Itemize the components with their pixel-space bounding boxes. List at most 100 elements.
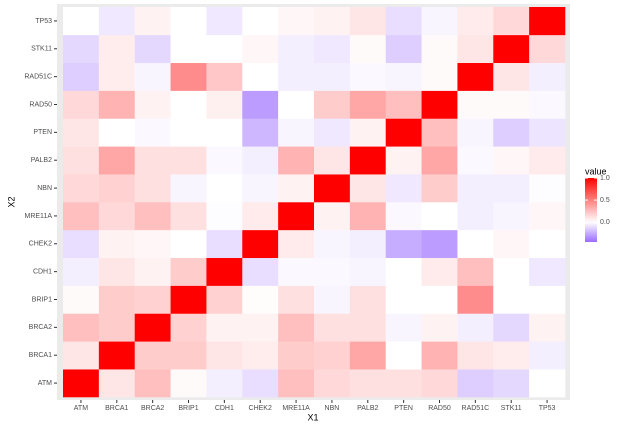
heatmap-cell — [134, 257, 171, 286]
heatmap-cell — [242, 34, 279, 64]
heatmap-cell — [278, 34, 315, 64]
heatmap-cell — [349, 62, 387, 91]
heatmap-cell — [385, 174, 422, 203]
heatmap-cell — [206, 62, 243, 91]
x-tick-label: RAD51C — [462, 405, 490, 412]
heatmap-cell — [170, 62, 207, 91]
heatmap-cell — [385, 229, 422, 259]
heatmap-cell — [314, 118, 351, 147]
x-tick-label: BRCA2 — [141, 405, 164, 412]
heatmap-cell — [421, 285, 458, 314]
heatmap-cell — [457, 202, 494, 231]
heatmap-cell — [134, 202, 171, 231]
heatmap-cell — [314, 174, 351, 203]
heatmap-cell — [457, 285, 494, 314]
heatmap-cell — [529, 341, 566, 370]
heatmap-cell — [134, 229, 171, 259]
heatmap-cell — [98, 341, 136, 370]
heatmap-cell — [493, 313, 530, 342]
heatmap-cell — [278, 369, 315, 398]
heatmap-cell — [493, 369, 530, 398]
heatmap-cell — [278, 257, 315, 286]
heatmap-cell — [278, 229, 315, 259]
heatmap-cell — [314, 229, 351, 259]
y-tick-label: RAD50 — [29, 101, 52, 108]
heatmap-cell — [529, 202, 566, 231]
y-tick-label: NBN — [37, 185, 52, 192]
heatmap-cell — [314, 313, 351, 342]
y-tick-label: BRCA2 — [29, 324, 52, 331]
y-tick-label: CHEK2 — [29, 241, 52, 248]
heatmap-cell — [493, 285, 530, 314]
heatmap-cell — [206, 341, 243, 370]
heatmap-cell — [314, 369, 351, 398]
heatmap-cell — [206, 146, 243, 175]
heatmap-cell — [242, 202, 279, 231]
heatmap-cell — [457, 313, 494, 342]
heatmap-cell — [170, 34, 207, 64]
heatmap-cell — [63, 369, 100, 398]
heatmap-cell — [457, 34, 494, 64]
heatmap-cell — [98, 146, 136, 175]
heatmap-cell — [493, 7, 530, 36]
heatmap-cell — [278, 146, 315, 175]
heatmap-cell — [206, 174, 243, 203]
heatmap-cell — [493, 90, 530, 119]
heatmap-cell — [170, 369, 207, 398]
heatmap-cell — [63, 174, 100, 203]
heatmap-cell — [529, 90, 566, 119]
heatmap-cell — [529, 118, 566, 147]
heatmap-cell — [349, 285, 387, 314]
y-tick-label: ATM — [38, 380, 52, 387]
heatmap-cell — [529, 62, 566, 91]
y-tick-label: CDH1 — [33, 268, 52, 275]
heatmap-cell — [349, 341, 387, 370]
x-tick-label: NBN — [325, 405, 340, 412]
heatmap-cell — [421, 146, 458, 175]
x-tick-label: PALB2 — [357, 405, 378, 412]
heatmap-cell — [349, 313, 387, 342]
heatmap-cell — [421, 174, 458, 203]
heatmap-cell — [242, 118, 279, 147]
heatmap-cell — [493, 257, 530, 286]
heatmap-cell — [421, 202, 458, 231]
heatmap-cell — [493, 202, 530, 231]
heatmap-cell — [457, 118, 494, 147]
heatmap-cell — [63, 202, 100, 231]
heatmap-cell — [314, 285, 351, 314]
heatmap-cell — [385, 62, 422, 91]
heatmap-cell — [170, 90, 207, 119]
heatmap-cell — [278, 202, 315, 231]
heatmap-cell — [529, 34, 566, 64]
y-axis-title: X2 — [6, 196, 16, 207]
heatmap-cell — [493, 118, 530, 147]
heatmap-cell — [170, 285, 207, 314]
x-tick-label: BRIP1 — [178, 405, 198, 412]
heatmap-cell — [170, 257, 207, 286]
heatmap-cell — [134, 369, 171, 398]
x-tick-label: ATM — [74, 405, 88, 412]
heatmap-cell — [278, 62, 315, 91]
heatmap-cell — [242, 313, 279, 342]
heatmap-cell — [421, 313, 458, 342]
y-tick-label: BRCA1 — [29, 352, 52, 359]
heatmap-cell — [242, 369, 279, 398]
heatmap-cell — [421, 90, 458, 119]
x-tick-label: RAD50 — [428, 405, 451, 412]
heatmap-cell — [493, 62, 530, 91]
heatmap-cell — [170, 118, 207, 147]
heatmap-cell — [385, 341, 422, 370]
heatmap-cell — [529, 229, 566, 259]
y-tick-label: STK11 — [31, 46, 52, 53]
heatmap-cell — [529, 285, 566, 314]
heatmap-cell — [63, 118, 100, 147]
heatmap-cell — [170, 202, 207, 231]
heatmap-cell — [98, 313, 136, 342]
heatmap-cell — [63, 146, 100, 175]
heatmap-cell — [278, 90, 315, 119]
heatmap-cell — [457, 229, 494, 259]
heatmap-cell — [63, 313, 100, 342]
heatmap-cell — [421, 257, 458, 286]
heatmap-cell — [529, 7, 566, 36]
heatmap-cell — [385, 7, 422, 36]
